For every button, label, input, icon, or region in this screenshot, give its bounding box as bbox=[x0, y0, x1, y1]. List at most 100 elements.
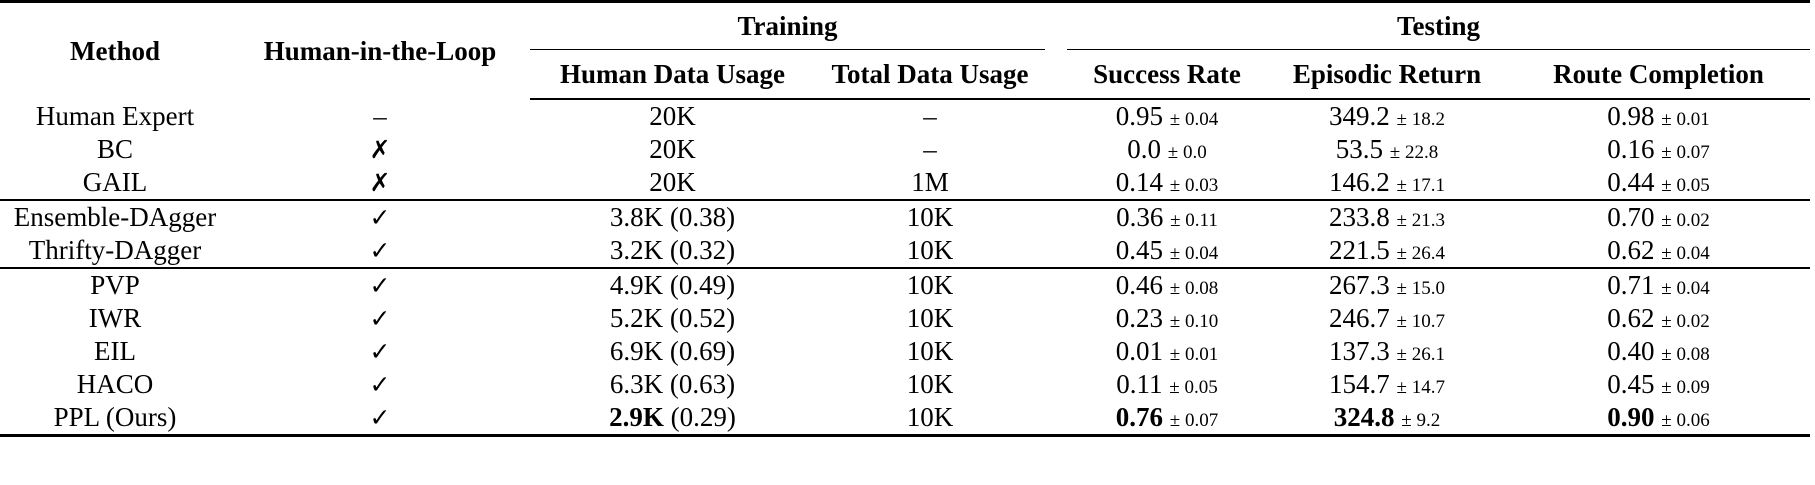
value: 349.2 bbox=[1329, 101, 1390, 131]
check-mark-icon: ✓ bbox=[369, 403, 391, 432]
std: ± 0.04 bbox=[1661, 243, 1710, 264]
value: 0.95 bbox=[1115, 101, 1164, 131]
cell-total-data-usage: 10K bbox=[815, 267, 1045, 302]
std: ± 9.2 bbox=[1401, 410, 1441, 431]
cell-route-completion: 0.16 ± 0.07 bbox=[1507, 133, 1810, 166]
cell-human-data-usage: 20K bbox=[649, 134, 696, 164]
header-row-1: Method Human-in-the-Loop Training Testin… bbox=[0, 1, 1810, 64]
cell-gap bbox=[1045, 166, 1067, 200]
cell-route-completion: 0.45 ± 0.09 bbox=[1507, 368, 1810, 401]
std: ± 0.05 bbox=[1661, 175, 1710, 196]
cell-episodic-return: 146.2 ± 17.1 bbox=[1267, 166, 1507, 200]
cell-episodic-return: 53.5 ± 22.8 bbox=[1267, 133, 1507, 166]
value: 0.71 bbox=[1607, 270, 1655, 300]
cell-episodic-return: 233.8 ± 21.3 bbox=[1267, 199, 1507, 234]
std: ± 14.7 bbox=[1396, 377, 1445, 398]
cell-gap bbox=[1045, 133, 1067, 166]
cell-human-data-usage: 20K bbox=[649, 101, 696, 131]
std: ± 0.02 bbox=[1661, 210, 1710, 231]
value: 221.5 bbox=[1329, 235, 1390, 265]
header-success-rate: Success Rate bbox=[1067, 49, 1267, 100]
cell-method: EIL bbox=[94, 336, 136, 366]
cell-episodic-return: 137.3 ± 26.1 bbox=[1267, 335, 1507, 368]
cell-total-data-usage: – bbox=[923, 101, 937, 131]
cell-hil: – bbox=[373, 100, 387, 131]
table-row: PPL (Ours) ✓ 2.9K (0.29) 10K 0.76 ± 0.07… bbox=[0, 401, 1810, 436]
table-row: IWR ✓ 5.2K (0.52) 10K 0.23 ± 0.10 246.7 … bbox=[0, 302, 1810, 335]
cell-gap bbox=[1045, 99, 1067, 133]
cell-gap bbox=[1045, 234, 1067, 268]
cell-route-completion: 0.98 ± 0.01 bbox=[1507, 99, 1810, 133]
value: 0.46 bbox=[1115, 270, 1164, 300]
cell-success-rate: 0.01 ± 0.01 bbox=[1067, 335, 1267, 368]
cell-success-rate: 0.76 ± 0.07 bbox=[1067, 401, 1267, 436]
std: ± 22.8 bbox=[1389, 142, 1439, 163]
cell-total-data-usage: – bbox=[923, 134, 937, 164]
cell-episodic-return: 324.8 ± 9.2 bbox=[1267, 401, 1507, 436]
std: ± 0.08 bbox=[1661, 344, 1710, 365]
cell-success-rate: 0.11 ± 0.05 bbox=[1067, 368, 1267, 401]
header-route-completion: Route Completion bbox=[1507, 49, 1810, 100]
header-human-data-usage: Human Data Usage bbox=[530, 49, 815, 100]
cell-success-rate: 0.95 ± 0.04 bbox=[1067, 99, 1267, 133]
cell-method: HACO bbox=[76, 369, 154, 399]
table-row: Thrifty-DAgger ✓ 3.2K (0.32) 10K 0.45 ± … bbox=[0, 234, 1810, 268]
value: 0.62 bbox=[1607, 303, 1655, 333]
std: ± 0.08 bbox=[1169, 278, 1219, 299]
cell-method: Human Expert bbox=[35, 100, 195, 131]
cross-mark-icon: ✗ bbox=[369, 135, 391, 164]
header-row-2: Human Data Usage Total Data Usage Succes… bbox=[0, 49, 1810, 100]
check-mark-icon: ✓ bbox=[230, 199, 530, 234]
cell-human-data-usage: 4.9K (0.49) bbox=[530, 267, 815, 302]
value: 146.2 bbox=[1329, 167, 1390, 197]
std: ± 0.04 bbox=[1169, 109, 1219, 130]
cell-route-completion: 0.90 ± 0.06 bbox=[1507, 401, 1810, 436]
std: ± 0.01 bbox=[1169, 344, 1219, 365]
value: 0.45 bbox=[1115, 235, 1164, 265]
value: 0.36 bbox=[1116, 202, 1164, 232]
std: ± 0.09 bbox=[1661, 377, 1710, 398]
table-row: GAIL ✗ 20K 1M 0.14 ± 0.03 146.2 ± 17.1 0… bbox=[0, 166, 1810, 200]
std: ± 0.06 bbox=[1661, 410, 1710, 431]
value-rest: (0.29) bbox=[663, 402, 736, 432]
table-row: BC ✗ 20K – 0.0 ± 0.0 53.5 ± 22.8 0.16 ± … bbox=[0, 133, 1810, 166]
cell-success-rate: 0.46 ± 0.08 bbox=[1067, 267, 1267, 302]
value: 0.23 bbox=[1115, 303, 1164, 333]
value-bold: 0.90 bbox=[1607, 402, 1655, 432]
cell-success-rate: 0.0 ± 0.0 bbox=[1067, 133, 1267, 166]
cell-method: Ensemble-DAgger bbox=[0, 199, 230, 234]
cell-success-rate: 0.14 ± 0.03 bbox=[1067, 166, 1267, 200]
value-bold: 0.76 bbox=[1115, 402, 1164, 432]
cell-episodic-return: 267.3 ± 15.0 bbox=[1267, 267, 1507, 302]
std: ± 0.01 bbox=[1661, 109, 1710, 130]
cell-gap bbox=[1045, 401, 1067, 436]
cell-method: GAIL bbox=[82, 167, 148, 197]
header-total-data-usage: Total Data Usage bbox=[815, 49, 1045, 100]
check-mark-icon: ✓ bbox=[369, 236, 391, 265]
value: 233.8 bbox=[1329, 202, 1390, 232]
std: ± 26.1 bbox=[1396, 344, 1445, 365]
value: 137.3 bbox=[1329, 336, 1390, 366]
std: ± 0.07 bbox=[1661, 142, 1710, 163]
std: ± 10.7 bbox=[1396, 311, 1445, 332]
std: ± 0.03 bbox=[1169, 175, 1219, 196]
cell-method: Thrifty-DAgger bbox=[28, 235, 202, 265]
cell-success-rate: 0.36 ± 0.11 bbox=[1067, 199, 1267, 234]
cell-human-data-usage: 20K bbox=[649, 167, 696, 197]
value-bold: 324.8 bbox=[1333, 402, 1395, 432]
cell-total-data-usage: 10K bbox=[906, 402, 954, 432]
std: ± 0.02 bbox=[1661, 311, 1710, 332]
cell-method: BC bbox=[96, 134, 134, 164]
check-mark-icon: ✓ bbox=[230, 267, 530, 302]
value-bold: 2.9K bbox=[609, 402, 664, 432]
header-episodic-return: Episodic Return bbox=[1267, 49, 1507, 100]
cell-human-data-usage: 6.3K (0.63) bbox=[609, 369, 736, 399]
cell-gap bbox=[1045, 335, 1067, 368]
cell-human-data-usage: 3.2K (0.32) bbox=[609, 235, 736, 265]
std: ± 15.0 bbox=[1396, 278, 1445, 299]
cell-gap bbox=[1045, 199, 1067, 234]
std: ± 18.2 bbox=[1396, 109, 1445, 130]
cell-route-completion: 0.71 ± 0.04 bbox=[1507, 267, 1810, 302]
cell-human-data-usage: 5.2K (0.52) bbox=[609, 303, 736, 333]
